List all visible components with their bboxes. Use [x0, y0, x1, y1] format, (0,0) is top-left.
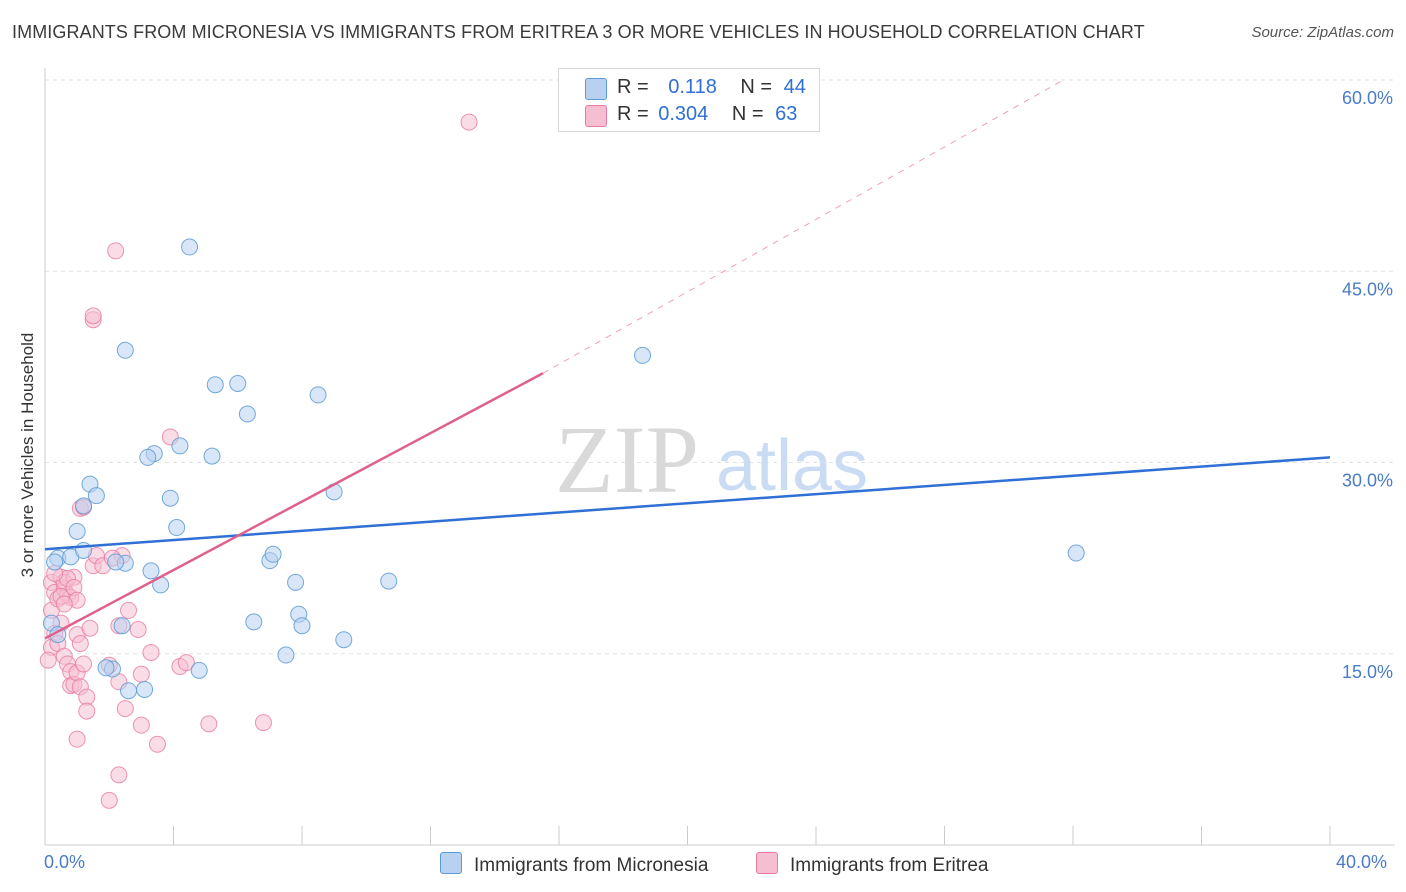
trend-lines — [44, 79, 1331, 640]
micronesia-point — [229, 374, 247, 392]
micronesia-point — [161, 489, 179, 507]
legend-r-value: 0.118 — [668, 76, 717, 98]
eritrea-trend-line — [44, 372, 544, 640]
legend-swatch-eritrea — [585, 105, 607, 127]
micronesia-point — [238, 405, 256, 423]
gridlines — [45, 79, 1395, 655]
y-tick-labels: 15.0% 30.0% 45.0% 60.0% — [1342, 88, 1393, 682]
micronesia-point — [264, 545, 282, 563]
micronesia-point — [190, 661, 208, 679]
eritrea-point — [132, 665, 150, 683]
watermark-zip: ZIP — [555, 406, 699, 513]
x-axis-min-label: 0.0% — [44, 852, 86, 872]
micronesia-points — [42, 238, 1085, 700]
micronesia-point — [139, 448, 157, 466]
micronesia-point — [120, 682, 138, 700]
eritrea-point — [39, 651, 57, 669]
eritrea-point — [148, 735, 166, 753]
legend-r-value: 0.304 — [658, 103, 709, 125]
bottom-legend-swatch-eritrea — [756, 852, 778, 874]
eritrea-point — [116, 700, 134, 718]
legend-n-value: 63 — [775, 103, 798, 125]
eritrea-point — [71, 635, 89, 653]
micronesia-point — [634, 346, 652, 364]
chart-title: IMMIGRANTS FROM MICRONESIA VS IMMIGRANTS… — [12, 22, 1145, 42]
micronesia-point — [1067, 544, 1085, 562]
micronesia-point — [97, 659, 115, 677]
micronesia-point — [181, 238, 199, 256]
x-axis-max-label: 40.0% — [1336, 852, 1388, 872]
micronesia-point — [107, 553, 125, 571]
bottom-legend-label-eritrea: Immigrants from Eritrea — [790, 855, 989, 876]
watermark-atlas: atlas — [716, 426, 868, 506]
micronesia-point — [142, 562, 160, 580]
micronesia-point — [171, 437, 189, 455]
micronesia-point — [75, 497, 93, 515]
micronesia-point — [113, 617, 131, 635]
y-tick-label: 15.0% — [1342, 662, 1393, 682]
eritrea-point — [84, 307, 102, 325]
y-tick-label: 45.0% — [1342, 279, 1393, 299]
micronesia-point — [293, 617, 311, 635]
eritrea-point — [110, 766, 128, 784]
eritrea-point — [177, 654, 195, 672]
y-tick-label: 30.0% — [1342, 471, 1393, 491]
eritrea-point — [200, 715, 218, 733]
legend-r-label: R = — [617, 76, 649, 98]
eritrea-point — [129, 621, 147, 639]
eritrea-point — [68, 730, 86, 748]
legend-n-label: N = — [731, 103, 764, 125]
legend-r-label: R = — [617, 103, 649, 125]
micronesia-point — [380, 572, 398, 590]
eritrea-point — [254, 714, 272, 732]
micronesia-point — [309, 386, 327, 404]
micronesia-point — [87, 487, 105, 505]
micronesia-point — [68, 522, 86, 540]
watermark: ZIP atlas — [555, 406, 868, 513]
micronesia-point — [287, 573, 305, 591]
micronesia-point — [245, 613, 263, 631]
micronesia-trend-line — [44, 456, 1331, 551]
legend-n-label: N = — [740, 76, 773, 98]
axes — [44, 68, 1395, 846]
y-tick-label: 60.0% — [1342, 88, 1393, 108]
eritrea-point — [100, 791, 118, 809]
legend-n-value: 44 — [783, 76, 806, 98]
micronesia-point — [168, 519, 186, 537]
bottom-legend-label-micronesia: Immigrants from Micronesia — [474, 855, 709, 876]
correlation-legend: R = 0.118 N = 44 R = 0.304 N = 63 — [558, 68, 820, 132]
legend-swatch-micronesia — [585, 78, 607, 100]
eritrea-point — [132, 716, 150, 734]
micronesia-point — [277, 646, 295, 664]
bottom-legend-swatch-micronesia — [440, 852, 462, 874]
eritrea-point — [460, 113, 478, 131]
micronesia-point — [335, 631, 353, 649]
eritrea-point — [120, 601, 138, 619]
micronesia-point — [136, 680, 154, 698]
micronesia-point — [46, 553, 64, 571]
source-credit: Source: ZipAtlas.com — [1251, 24, 1394, 41]
micronesia-point — [206, 376, 224, 394]
micronesia-point — [203, 447, 221, 465]
eritrea-point — [55, 595, 73, 613]
eritrea-point — [107, 242, 125, 260]
eritrea-point — [78, 702, 96, 720]
eritrea-point — [75, 655, 93, 673]
micronesia-point — [116, 341, 134, 359]
eritrea-point — [142, 643, 160, 661]
eritrea-point — [81, 619, 99, 637]
eritrea-trend-extension — [542, 79, 1064, 374]
eritrea-points — [39, 113, 478, 809]
bottom-legend-eritrea: Immigrants from Eritrea — [756, 852, 988, 877]
bottom-legend-micronesia: Immigrants from Micronesia — [440, 852, 708, 877]
